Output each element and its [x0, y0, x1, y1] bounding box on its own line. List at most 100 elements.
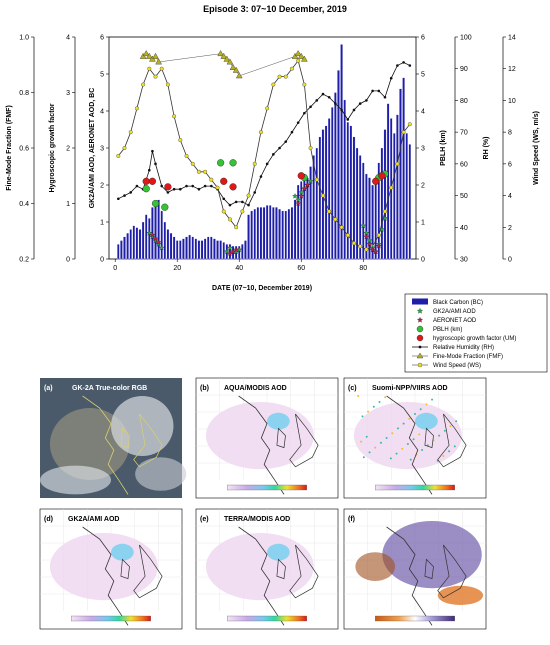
aeronet-aod-point [363, 233, 370, 240]
fmf-point [229, 63, 237, 70]
bc-bar [203, 238, 207, 260]
viirs-pixel [412, 438, 415, 441]
coastline-mainland [238, 526, 285, 626]
coastline-japan [133, 544, 163, 599]
coastline-mainland [82, 395, 129, 495]
bc-bar [287, 208, 291, 260]
bc-bar [206, 236, 210, 260]
pblh-tick-label: 3 [421, 146, 425, 153]
colorbar [227, 484, 307, 491]
ws-point [277, 74, 282, 79]
aod-tick-label: 5 [100, 72, 104, 79]
ws-point [351, 241, 356, 246]
pblh-point [142, 185, 150, 193]
bc-bar [262, 207, 266, 260]
viirs-pixel [421, 449, 424, 451]
viirs-pixel [449, 425, 452, 427]
hgf-point [148, 177, 157, 185]
aod-field-high [267, 412, 290, 430]
viirs-pixel [419, 408, 422, 411]
legend-swatch-gk2a [416, 307, 424, 314]
rh-point [290, 130, 294, 134]
bc-bar [179, 240, 182, 260]
rh-point [135, 184, 139, 188]
bc-bar [272, 207, 275, 260]
bc-bar [213, 238, 216, 260]
coastline-mainland [82, 526, 129, 626]
rh-tick-label: 30 [460, 257, 468, 264]
ws-tick-label: 12 [508, 66, 516, 73]
rh-point [278, 146, 281, 150]
bc-bar [296, 184, 300, 260]
aod-field-high [415, 412, 438, 430]
legend-box [404, 293, 548, 373]
ws-point [246, 193, 251, 198]
ws-axis-label: Wind Speed (WS, m/s) [533, 111, 540, 185]
chart-title: Episode 3: 07~10 December, 2019 [203, 4, 347, 14]
bc-bar [126, 232, 129, 260]
ws-point [203, 169, 208, 174]
ws-point [358, 244, 363, 249]
bc-bar [278, 208, 281, 260]
viirs-pixel [425, 403, 428, 406]
ws-point [221, 209, 226, 214]
legend-label: PBLH (km) [433, 327, 462, 333]
coastline-korea [120, 558, 130, 580]
rh-point [346, 118, 350, 121]
ws-point [339, 225, 344, 230]
fmf-tick-label: 0.6 [19, 146, 29, 153]
bc-bar [265, 205, 269, 260]
bc-bar [197, 240, 201, 260]
viirs-pixel [367, 410, 370, 413]
ws-point [165, 82, 170, 87]
fmf-point [152, 52, 159, 59]
aeronet-aod-point [298, 193, 305, 199]
hgf-tick-label: 0 [66, 257, 70, 264]
bc-bar [349, 125, 353, 260]
hgf-tick-label: 3 [66, 90, 70, 97]
bc-bar [371, 184, 374, 260]
pblh-tick-label: 6 [421, 35, 425, 42]
aeronet-aod-point [375, 243, 382, 249]
bc-bar [383, 129, 387, 260]
hgf-point [164, 183, 172, 191]
fmf-axis-label: Fine-Mode Fraction (FMF) [6, 105, 13, 191]
viirs-pixel [362, 456, 365, 459]
bc-bar [241, 244, 244, 260]
rh-point [408, 64, 412, 67]
rh-point [371, 89, 374, 93]
bc-bar [210, 236, 213, 260]
bc-bar [405, 133, 408, 260]
fmf-tick-label: 1.0 [19, 35, 29, 42]
ws-point [227, 217, 232, 222]
rh-point [265, 162, 269, 166]
bc-bar [244, 240, 247, 260]
aeronet-aod-point [152, 235, 159, 242]
bc-bar [358, 155, 362, 260]
bc-bar [191, 236, 194, 260]
viirs-pixel [431, 398, 434, 401]
aeronet-aod-point [372, 248, 379, 255]
coastline-korea [120, 427, 130, 449]
bc-bar [402, 77, 405, 260]
ws-point [382, 209, 387, 214]
aeronet-aod-point [304, 182, 311, 188]
rh-point [327, 95, 331, 99]
ws-point [389, 185, 394, 190]
bc-bar [194, 238, 198, 260]
rh-point [203, 184, 207, 188]
bc-bar [303, 173, 306, 260]
bc-bar [253, 208, 257, 260]
aod-field [205, 533, 314, 601]
colorbar [375, 484, 455, 491]
fmf-point [226, 58, 234, 65]
panel-title: TERRA/MODIS AOD [224, 516, 290, 523]
ws-point [320, 193, 325, 198]
rh-tick-label: 60 [460, 161, 468, 168]
hgf-tick-label: 4 [66, 35, 70, 42]
coastline-japan [289, 544, 319, 599]
ws-point [364, 247, 369, 252]
viirs-pixel [408, 417, 411, 420]
hgf-point [378, 172, 386, 180]
coastline-korea [276, 427, 286, 449]
